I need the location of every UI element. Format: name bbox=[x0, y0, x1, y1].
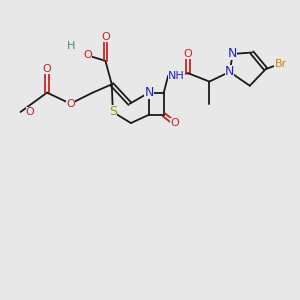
Text: O: O bbox=[26, 107, 34, 117]
Text: N: N bbox=[228, 47, 238, 60]
Text: N: N bbox=[225, 65, 234, 78]
Text: N: N bbox=[144, 86, 154, 99]
Text: NH: NH bbox=[168, 71, 185, 81]
Text: O: O bbox=[43, 64, 51, 74]
Text: O: O bbox=[170, 118, 179, 128]
Text: O: O bbox=[83, 50, 92, 60]
Text: O: O bbox=[101, 32, 110, 42]
Text: H: H bbox=[67, 40, 76, 51]
Text: Br: Br bbox=[274, 58, 287, 69]
Text: O: O bbox=[184, 49, 193, 59]
Text: O: O bbox=[66, 99, 75, 109]
Text: S: S bbox=[109, 106, 117, 118]
